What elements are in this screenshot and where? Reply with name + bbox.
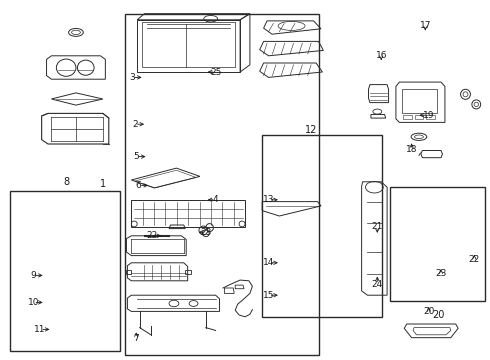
Text: 12: 12 xyxy=(305,125,318,135)
Text: 9: 9 xyxy=(30,271,36,280)
Text: 18: 18 xyxy=(406,145,417,154)
Bar xyxy=(426,115,435,119)
Text: 8: 8 xyxy=(63,177,69,187)
Bar xyxy=(402,89,437,113)
Text: 20: 20 xyxy=(432,310,445,320)
Text: 11: 11 xyxy=(34,325,46,334)
Bar xyxy=(125,14,318,355)
Bar xyxy=(415,115,423,119)
Text: 20: 20 xyxy=(423,307,435,316)
Text: 16: 16 xyxy=(375,51,387,60)
Text: 24: 24 xyxy=(372,280,383,289)
Text: 22: 22 xyxy=(469,255,480,264)
Text: 22: 22 xyxy=(147,231,157,240)
Text: 13: 13 xyxy=(263,195,274,204)
Text: 10: 10 xyxy=(27,298,39,307)
Bar xyxy=(131,200,245,227)
Text: 7: 7 xyxy=(133,334,139,343)
Text: 6: 6 xyxy=(136,181,142,190)
Text: 14: 14 xyxy=(263,258,274,267)
Text: 3: 3 xyxy=(129,73,135,82)
Text: 23: 23 xyxy=(435,269,447,278)
Bar xyxy=(10,191,120,351)
Text: 21: 21 xyxy=(371,222,383,231)
Text: 25: 25 xyxy=(210,68,221,77)
Text: 23: 23 xyxy=(200,228,212,237)
Text: 5: 5 xyxy=(133,152,139,161)
Text: 15: 15 xyxy=(263,291,274,300)
Bar xyxy=(403,115,412,119)
Text: 17: 17 xyxy=(419,21,431,30)
Bar xyxy=(262,135,382,317)
Text: 19: 19 xyxy=(423,111,435,120)
Text: 2: 2 xyxy=(132,120,138,129)
Bar xyxy=(390,187,485,301)
Text: 4: 4 xyxy=(213,195,219,204)
Text: 1: 1 xyxy=(100,179,106,189)
